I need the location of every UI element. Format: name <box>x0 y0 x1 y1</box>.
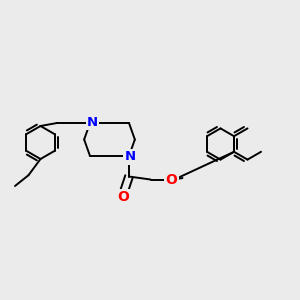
Text: N: N <box>124 150 136 164</box>
Text: N: N <box>87 116 98 129</box>
Text: O: O <box>117 190 129 204</box>
Text: O: O <box>166 172 178 187</box>
